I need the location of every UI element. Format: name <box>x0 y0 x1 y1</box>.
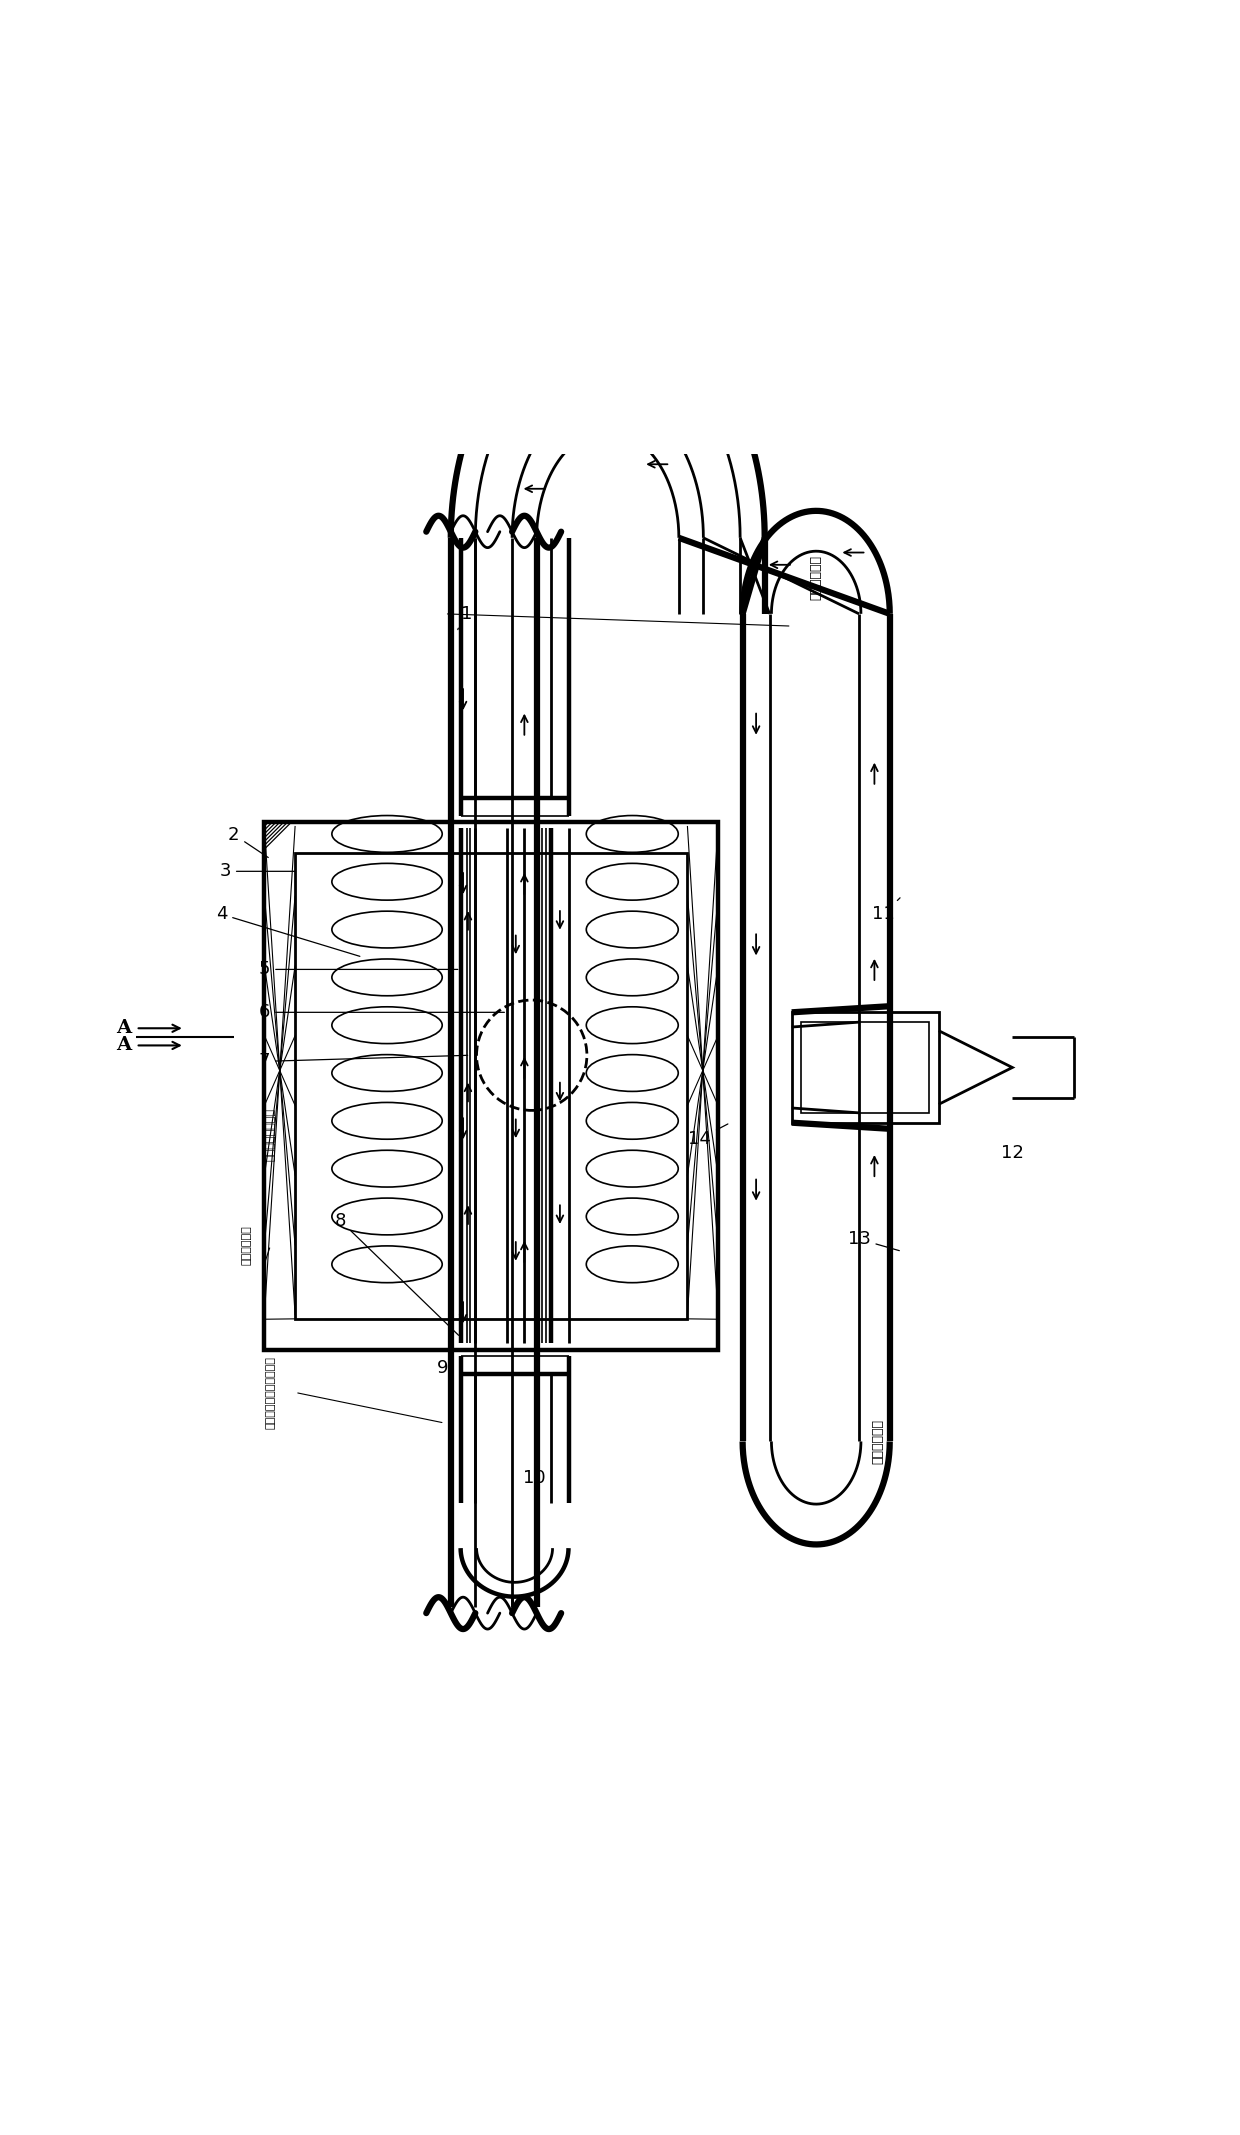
Text: 14: 14 <box>688 1123 728 1149</box>
Text: 高温烟气与空气混合方向: 高温烟气与空气混合方向 <box>265 1356 275 1428</box>
Text: 12: 12 <box>1001 1144 1024 1161</box>
Text: 10: 10 <box>523 1469 546 1488</box>
Bar <box>295 852 687 1319</box>
Bar <box>264 822 718 1349</box>
Bar <box>801 1023 929 1112</box>
Text: 水流循环流通方向: 水流循环流通方向 <box>265 1108 275 1161</box>
Text: 7: 7 <box>259 1053 467 1070</box>
Text: A: A <box>115 1035 131 1055</box>
Text: A: A <box>115 1018 131 1038</box>
Text: 5: 5 <box>259 961 458 978</box>
Bar <box>791 1012 939 1123</box>
Text: 11: 11 <box>872 899 900 922</box>
Text: 含氧量检测仪: 含氧量检测仪 <box>241 1225 250 1266</box>
Text: 2: 2 <box>228 826 268 858</box>
Text: 6: 6 <box>259 1003 505 1021</box>
Text: 烟气流通方向: 烟气流通方向 <box>870 1420 884 1465</box>
Text: 13: 13 <box>848 1230 899 1251</box>
Text: 烟气流通方向: 烟气流通方向 <box>810 555 822 600</box>
Text: 3: 3 <box>219 863 295 880</box>
Text: 4: 4 <box>216 905 360 956</box>
Text: 1: 1 <box>458 604 472 630</box>
Text: 8: 8 <box>335 1213 459 1334</box>
Text: 9: 9 <box>436 1358 448 1377</box>
